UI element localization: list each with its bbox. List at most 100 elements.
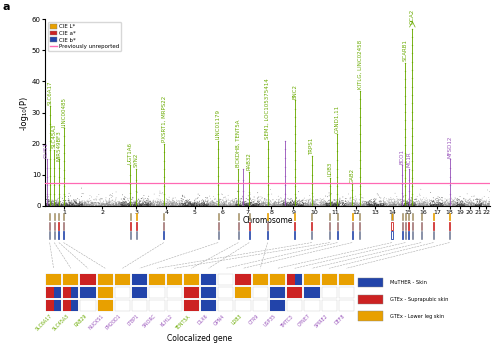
Point: [339, 202, 347, 208]
Point: [42, 200, 50, 206]
Point: [444, 201, 452, 207]
Point: [466, 200, 473, 205]
Point: [250, 202, 258, 208]
Point: [452, 201, 460, 207]
Point: [480, 202, 488, 208]
Point: [379, 202, 387, 208]
Point: [306, 203, 314, 209]
Bar: [329, 213, 330, 220]
Point: [412, 201, 420, 207]
Point: [345, 199, 353, 205]
Point: [464, 201, 472, 207]
Point: [172, 200, 180, 205]
Point: [475, 201, 483, 207]
Point: [436, 203, 444, 209]
Point: [95, 201, 103, 207]
Point: [368, 202, 376, 208]
Point: [58, 202, 66, 208]
Point: [436, 202, 444, 208]
Point: [477, 202, 485, 208]
Point: [310, 201, 318, 207]
Point: [179, 201, 187, 207]
Point: [178, 196, 186, 201]
Point: [471, 202, 479, 207]
Bar: [358, 295, 383, 304]
Point: [266, 197, 274, 203]
Point: [204, 200, 212, 206]
Point: [148, 202, 156, 207]
Point: [78, 202, 86, 207]
Point: [355, 203, 363, 209]
Point: [44, 200, 52, 205]
Point: [255, 194, 263, 200]
Point: [398, 181, 406, 187]
Point: [77, 202, 85, 207]
Point: [326, 202, 334, 208]
Point: [81, 202, 89, 208]
Point: [412, 198, 420, 204]
Point: [43, 201, 51, 206]
Point: [184, 202, 192, 207]
Point: [58, 202, 66, 208]
Point: [220, 201, 228, 207]
Point: [133, 190, 141, 195]
Point: [250, 202, 258, 207]
Point: [120, 196, 128, 201]
Point: [90, 201, 98, 207]
Point: [370, 198, 378, 203]
Point: [430, 202, 438, 208]
Point: [86, 203, 94, 209]
Point: [220, 200, 228, 206]
Point: [206, 200, 214, 205]
Point: [352, 202, 360, 207]
Point: [136, 199, 143, 205]
Point: [334, 202, 342, 208]
Point: [137, 196, 145, 201]
Point: [298, 202, 306, 208]
Point: [196, 198, 203, 204]
Point: [110, 201, 118, 206]
Point: [342, 201, 350, 207]
Point: [194, 203, 202, 208]
Point: [378, 201, 386, 206]
Point: [110, 202, 118, 208]
Point: [397, 203, 405, 209]
Point: [212, 203, 220, 208]
Point: [362, 200, 370, 205]
Point: [330, 201, 338, 207]
Point: [322, 201, 330, 207]
Point: [406, 200, 413, 205]
Point: [220, 201, 228, 207]
Point: [348, 202, 356, 208]
Point: [245, 201, 253, 207]
Point: [418, 201, 426, 207]
Point: [176, 200, 184, 206]
Point: [103, 198, 111, 204]
Point: [46, 200, 54, 206]
Point: [382, 203, 390, 209]
Point: [342, 203, 350, 209]
Point: [72, 200, 80, 206]
Bar: [132, 287, 148, 298]
Point: [318, 199, 326, 205]
Point: [448, 202, 456, 207]
Point: [259, 201, 267, 207]
Point: [136, 202, 143, 208]
Point: [202, 203, 210, 208]
Point: [438, 195, 446, 201]
Point: [174, 202, 182, 208]
Point: [484, 203, 492, 209]
Point: [426, 202, 434, 208]
Point: [427, 203, 435, 208]
Point: [473, 202, 481, 208]
Point: [218, 198, 226, 203]
Point: [264, 202, 272, 207]
Point: [220, 201, 228, 207]
Point: [54, 201, 62, 207]
Point: [124, 201, 132, 207]
Point: [104, 199, 112, 205]
Point: [408, 192, 416, 197]
Point: [310, 202, 318, 208]
Point: [110, 202, 118, 207]
Point: [476, 202, 484, 207]
